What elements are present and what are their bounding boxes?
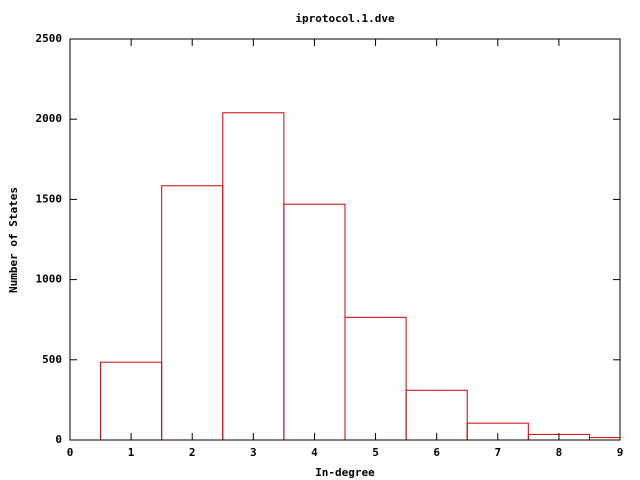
x-tick-label: 6 — [433, 446, 440, 459]
y-tick-label: 1500 — [36, 192, 63, 205]
x-tick-label: 0 — [67, 446, 74, 459]
bars — [100, 112, 620, 440]
bar — [405, 389, 468, 440]
y-tick-label: 0 — [55, 433, 62, 446]
y-tick-label: 2000 — [36, 112, 63, 125]
x-tick-label: 2 — [189, 446, 196, 459]
x-tick-label: 9 — [617, 446, 624, 459]
x-tick-label: 3 — [250, 446, 257, 459]
x-tick-label: 1 — [128, 446, 135, 459]
y-tick-label: 1000 — [36, 273, 63, 286]
bar — [222, 112, 285, 440]
y-axis-label: Number of States — [7, 187, 20, 293]
x-axis-label: In-degree — [315, 466, 375, 479]
bar — [588, 437, 620, 440]
bar — [344, 316, 407, 440]
chart-title: iprotocol.1.dve — [295, 12, 395, 25]
x-tick-label: 5 — [372, 446, 379, 459]
bar — [283, 203, 346, 440]
y-tick-label: 2500 — [36, 32, 63, 45]
y-tick-label: 500 — [42, 353, 62, 366]
x-tick-label: 7 — [494, 446, 501, 459]
bar — [161, 185, 224, 440]
bar — [100, 361, 163, 440]
x-tick-label: 4 — [311, 446, 318, 459]
plot-border — [69, 38, 621, 441]
x-tick-label: 8 — [556, 446, 563, 459]
